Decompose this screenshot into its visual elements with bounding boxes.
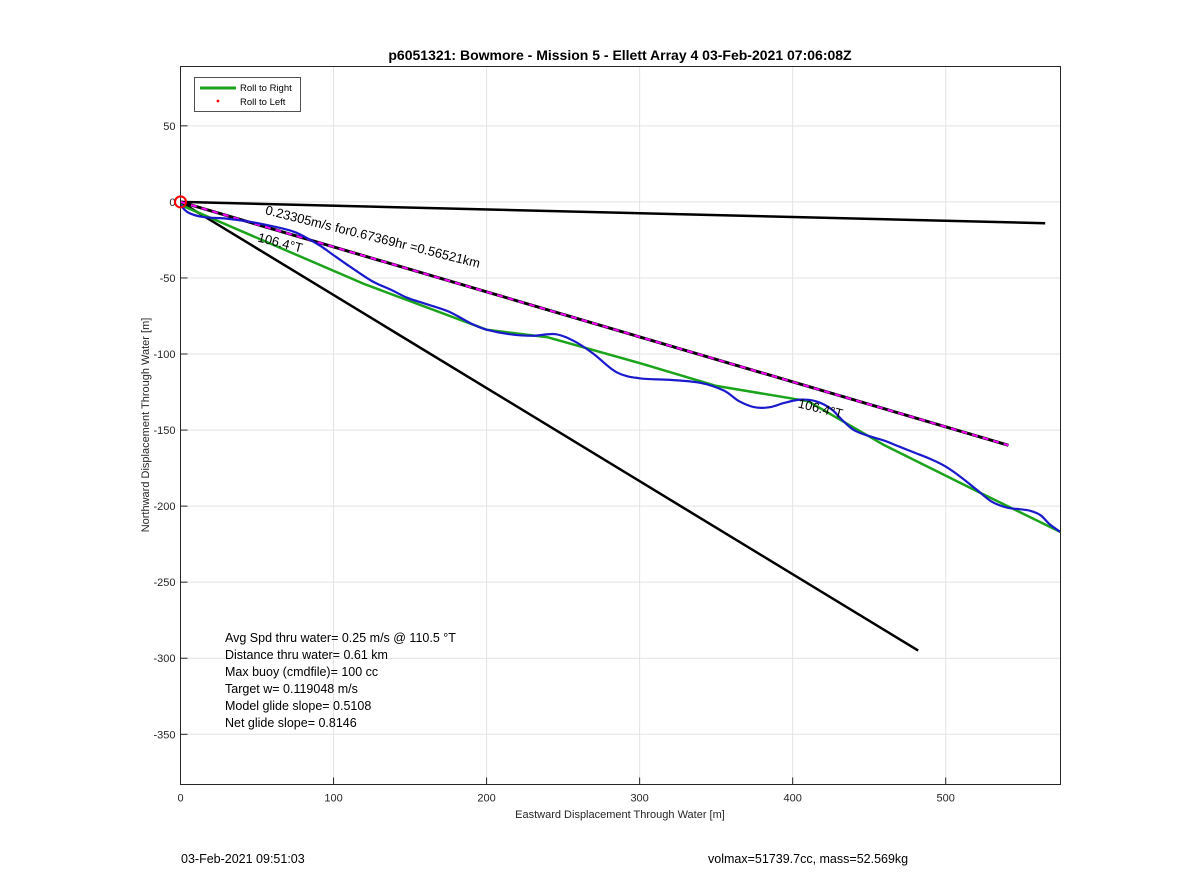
annotation-label: 106.4°T (797, 396, 845, 422)
legend-label-roll-left: Roll to Left (240, 97, 286, 108)
x-tick-label: 300 (630, 793, 648, 805)
net-displacement-dash (180, 200, 1009, 447)
y-tick-label: -300 (153, 653, 175, 665)
stats-block: Avg Spd thru water= 0.25 m/s @ 110.5 °T … (225, 631, 456, 730)
axes-box (180, 66, 1061, 785)
y-tick-label: -250 (153, 577, 175, 589)
tick-labels: 0 100 200 300 400 500500-50-100-150-200-250-3… (153, 121, 954, 805)
y-tick-label: -200 (153, 501, 175, 513)
legend-box (194, 77, 301, 112)
y-tick-label: -150 (153, 425, 175, 437)
y-tick-label: 50 (163, 121, 175, 133)
y-tick-label: -350 (153, 729, 175, 741)
reference-line-heading (180, 200, 919, 652)
series-layer (180, 200, 1061, 652)
y-tick-label: -50 (160, 273, 176, 285)
y-axis-label: Northward Displacement Through Water [m] (140, 318, 152, 533)
reference-line-east (180, 200, 1046, 225)
legend-label-roll-right: Roll to Right (240, 83, 292, 94)
start-marker (174, 195, 187, 209)
y-tick-label: -100 (153, 349, 175, 361)
legend-dot-swatch (216, 99, 220, 103)
x-tick-label: 400 (783, 793, 801, 805)
x-axis-label: Eastward Displacement Through Water [m] (515, 809, 725, 821)
y-tick-label: 0 (169, 197, 175, 209)
footer-timestamp: 03-Feb-2021 09:51:03 (181, 852, 305, 866)
series-glider-track (180, 204, 1061, 533)
stat-line: Target w= 0.119048 m/s (225, 682, 358, 696)
stat-line: Model glide slope= 0.5108 (225, 699, 371, 713)
footer-mass-info: volmax=51739.7cc, mass=52.569kg (708, 852, 909, 866)
stat-line: Avg Spd thru water= 0.25 m/s @ 110.5 °T (225, 631, 456, 645)
legend: Roll to Right Roll to Left (194, 77, 301, 112)
x-tick-label: 100 (324, 793, 342, 805)
chart-title: p6051321: Bowmore - Mission 5 - Ellett A… (388, 47, 852, 63)
stat-line: Net glide slope= 0.8146 (225, 716, 357, 730)
x-tick-label: 200 (477, 793, 495, 805)
stat-line: Distance thru water= 0.61 km (225, 648, 388, 662)
x-tick-label: 500 (937, 793, 955, 805)
series-roll-to-right (180, 203, 1061, 534)
stat-line: Max buoy (cmdfile)= 100 cc (225, 665, 378, 679)
x-tick-label: 0 (177, 793, 183, 805)
